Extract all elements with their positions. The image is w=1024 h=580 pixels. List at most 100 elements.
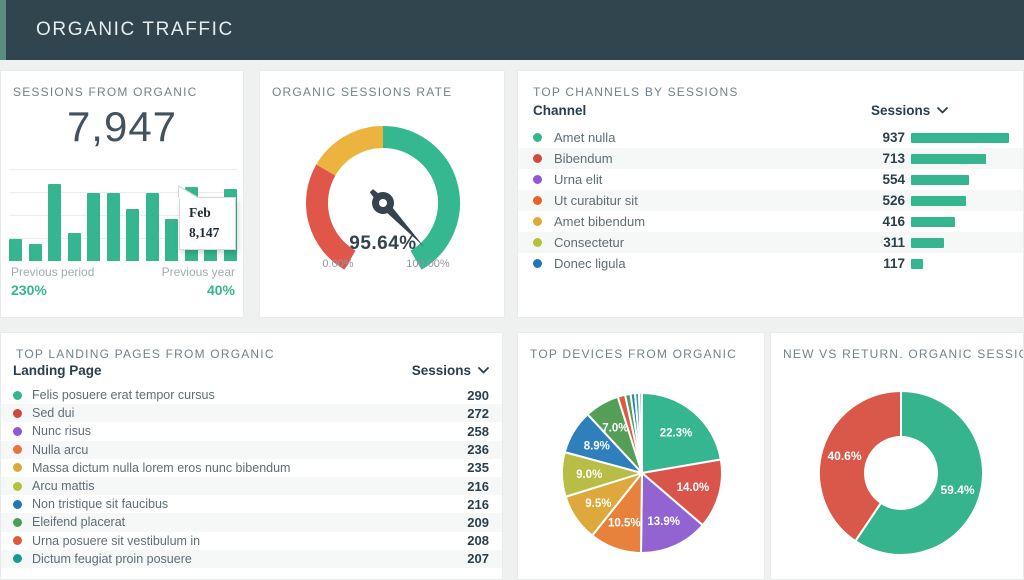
- previous-period-label: Previous period: [11, 265, 95, 279]
- landing-page-label: Urna posuere sit vestibulum in: [32, 533, 201, 548]
- channel-sessions-bar: [911, 153, 986, 164]
- table-row: Urna posuere sit vestibulum in 208: [1, 532, 502, 550]
- bar: [126, 209, 140, 261]
- svg-text:9.5%: 9.5%: [585, 498, 611, 510]
- landing-table-body: Felis posuere erat tempor cursus 290 Sed d…: [1, 386, 502, 568]
- landing-color-dot: [13, 481, 22, 491]
- channel-sessions-value: 713: [882, 151, 905, 166]
- landing-page-label: Arcu mattis: [32, 479, 95, 494]
- channel-sessions-bar: [911, 237, 944, 248]
- channel-color-dot: [533, 259, 542, 268]
- card-title: ORGANIC SESSIONS RATE: [272, 85, 453, 99]
- channel-sessions-bar: [911, 132, 1009, 143]
- table-row: Massa dictum nulla lorem eros nunc biben…: [1, 459, 502, 477]
- channel-sessions-value: 117: [883, 256, 905, 271]
- landing-page-label: Sed dui: [32, 406, 75, 421]
- table-row: Amet nulla 937: [518, 127, 1023, 148]
- channel-sessions-value: 416: [882, 214, 905, 229]
- bar: [165, 219, 179, 261]
- devices-pie-chart: 22.3% 14.0% 13.9% 10.5% 9.5% 9.0% 8.9% 7.0%: [561, 392, 723, 554]
- bar: [145, 193, 159, 261]
- landing-color-dot: [13, 408, 22, 418]
- channel-sessions-value: 554: [882, 172, 905, 187]
- sessions-sort-label: Sessions: [411, 363, 471, 378]
- landing-page-label: Massa dictum nulla lorem eros nunc biben…: [32, 460, 291, 475]
- card-title: TOP DEVICES FROM ORGANIC: [530, 347, 738, 361]
- channel-label: Bibendum: [554, 151, 613, 166]
- landing-color-dot: [13, 445, 22, 455]
- svg-text:0.00%: 0.00%: [322, 258, 353, 270]
- table-row: Consectetur 311: [518, 232, 1023, 253]
- svg-text:95.64%: 95.64%: [349, 233, 416, 254]
- landing-sessions-value: 272: [467, 405, 489, 421]
- table-row: Non tristique sit faucibus 216: [1, 495, 502, 513]
- chevron-down-icon: [478, 367, 489, 374]
- landing-sessions-value: 236: [467, 442, 489, 458]
- channel-label: Amet nulla: [554, 130, 616, 145]
- column-header-landing-page: Landing Page: [13, 363, 102, 378]
- channel-sessions-bar: [911, 174, 969, 185]
- landing-page-label: Dictum feugiat proin posuere: [32, 551, 192, 566]
- bar: [48, 184, 62, 261]
- card-top-landing-pages: TOP LANDING PAGES FROM ORGANIC Landing P…: [0, 332, 503, 580]
- bar: [87, 193, 101, 261]
- new-vs-returning-donut-chart: 59.4% 40.6%: [818, 389, 984, 556]
- card-title: NEW VS RETURN. ORGANIC SESSIC: [783, 347, 1023, 361]
- channel-sessions-bar: [911, 216, 955, 227]
- sessions-big-number: 7,947: [66, 103, 178, 150]
- bar: [67, 233, 81, 261]
- svg-text:9.0%: 9.0%: [576, 469, 602, 481]
- landing-color-dot: [13, 536, 22, 546]
- svg-text:7.0%: 7.0%: [602, 422, 628, 434]
- table-row: Amet bibendum 416: [518, 211, 1023, 232]
- landing-color-dot: [13, 517, 22, 527]
- landing-sessions-value: 290: [467, 387, 489, 403]
- table-row: Sed dui 272: [1, 404, 502, 423]
- landing-page-label: Nunc risus: [32, 424, 92, 439]
- table-row: Felis posuere erat tempor cursus 290: [1, 386, 502, 404]
- channel-label: Amet bibendum: [554, 214, 646, 229]
- landing-sessions-value: 207: [467, 551, 489, 567]
- sessions-sort-header[interactable]: Sessions: [861, 103, 1009, 118]
- table-row: Bibendum 713: [518, 148, 1023, 169]
- landing-color-dot: [13, 390, 22, 400]
- rate-gauge-chart: 95.64% 0.00% 100.00%: [306, 126, 460, 270]
- landing-color-dot: [13, 554, 22, 564]
- landing-sessions-value: 208: [467, 533, 489, 549]
- landing-color-dot: [13, 426, 22, 436]
- sessions-sort-label: Sessions: [871, 103, 931, 118]
- svg-text:10.5%: 10.5%: [608, 518, 641, 530]
- landing-page-label: Non tristique sit faucibus: [32, 497, 169, 512]
- table-row: Donec ligula 117: [518, 253, 1023, 274]
- channel-color-dot: [533, 238, 542, 247]
- channel-color-dot: [533, 217, 542, 226]
- card-sessions-from-organic: SESSIONS FROM ORGANIC 7,947 Feb 8,147 Pr…: [0, 70, 244, 318]
- column-header-channel: Channel: [533, 103, 587, 118]
- channel-color-dot: [533, 133, 542, 142]
- card-title: TOP CHANNELS BY SESSIONS: [533, 85, 739, 99]
- svg-text:40.6%: 40.6%: [827, 449, 861, 463]
- channel-sessions-value: 526: [882, 193, 905, 208]
- channels-table-body: Amet nulla 937 Bibendum 713 Urna elit 554 Ut c…: [518, 127, 1023, 274]
- svg-text:59.4%: 59.4%: [940, 483, 974, 497]
- svg-text:14.0%: 14.0%: [677, 482, 710, 494]
- card-top-channels: TOP CHANNELS BY SESSIONS Channel Session…: [517, 70, 1024, 318]
- bar: [28, 244, 42, 261]
- channel-label: Consectetur: [554, 235, 625, 250]
- previous-year-label: Previous year: [161, 265, 235, 279]
- channel-label: Donec ligula: [554, 256, 626, 271]
- card-new-vs-returning: NEW VS RETURN. ORGANIC SESSIC 59.4% 40.6%: [770, 332, 1024, 580]
- card-title: TOP LANDING PAGES FROM ORGANIC: [16, 347, 275, 361]
- table-row: Arcu mattis 216: [1, 476, 502, 496]
- landing-page-label: Eleifend placerat: [32, 515, 126, 530]
- channel-color-dot: [533, 175, 542, 184]
- landing-color-dot: [13, 463, 22, 473]
- channel-color-dot: [533, 196, 542, 205]
- landing-color-dot: [13, 499, 22, 509]
- header-accent-strip: [0, 0, 6, 60]
- sessions-sort-header[interactable]: Sessions: [412, 363, 489, 378]
- card-title: SESSIONS FROM ORGANIC: [13, 85, 198, 99]
- landing-sessions-value: 235: [467, 460, 489, 476]
- table-row: Ut curabitur sit 526: [518, 190, 1023, 211]
- table-row: Eleifend placerat 209: [1, 513, 502, 532]
